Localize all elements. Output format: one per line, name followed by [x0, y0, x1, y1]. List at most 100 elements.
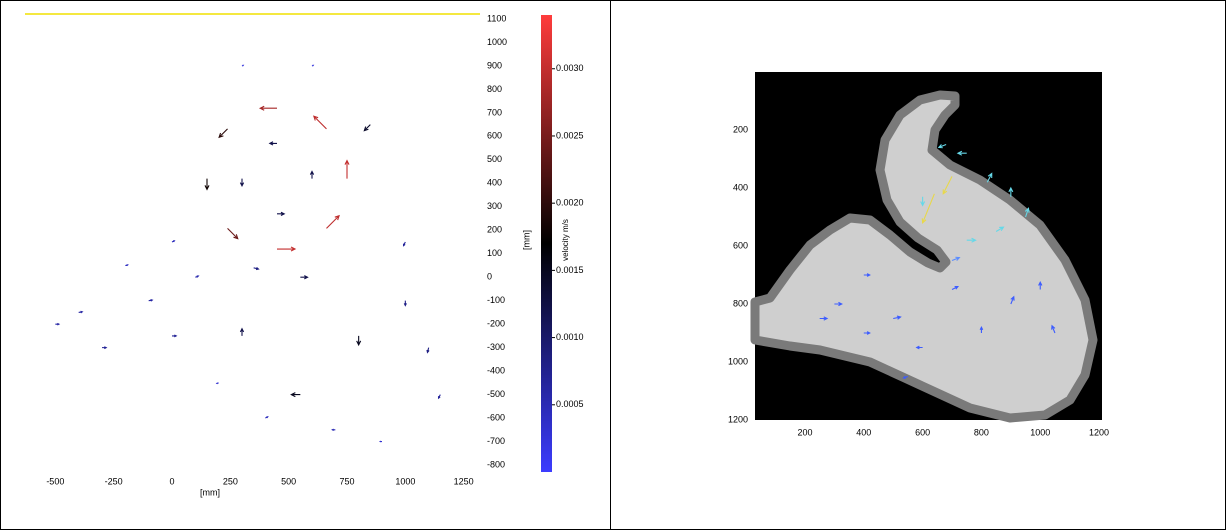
- vector-arrow: [125, 264, 129, 267]
- y-tick-label: 1200: [728, 414, 748, 424]
- vector-arrow: [227, 227, 239, 240]
- vector-arrow: [378, 440, 382, 443]
- x-axis-label: [mm]: [200, 487, 220, 497]
- colorbar: [541, 15, 552, 472]
- vector-arrow: [55, 322, 61, 326]
- y-tick-label: 1000: [487, 37, 507, 47]
- vector-arrow: [309, 170, 315, 179]
- vector-arrow: [951, 286, 960, 290]
- vector-arrow: [1008, 186, 1014, 197]
- x-tick-label: 1000: [395, 476, 415, 486]
- y-tick-label: 400: [487, 178, 502, 188]
- y-tick-label: -500: [487, 389, 505, 399]
- vector-arrow: [1051, 324, 1056, 334]
- vector-arrow: [239, 178, 245, 188]
- y-tick-label: -300: [487, 342, 505, 352]
- vector-arrow: [148, 299, 154, 302]
- colorbar-tick-label: 0.0025: [556, 130, 584, 140]
- x-tick-label: 500: [281, 476, 296, 486]
- x-tick-label: 0: [169, 476, 174, 486]
- colorbar-label: velocity m/s: [561, 219, 570, 261]
- vector-arrow: [902, 375, 909, 379]
- y-tick-label: -800: [487, 459, 505, 469]
- x-tick-label: 800: [974, 427, 989, 437]
- y-tick-label: -100: [487, 295, 505, 305]
- vector-arrow: [819, 316, 829, 321]
- vector-arrow: [312, 115, 327, 130]
- x-tick-label: 1200: [1089, 427, 1109, 437]
- y-tick-label: -200: [487, 319, 505, 329]
- y-tick-label: 800: [487, 84, 502, 94]
- vector-arrow: [951, 256, 961, 262]
- colorbar-tick-label: 0.0010: [556, 332, 584, 342]
- y-tick-label: 800: [733, 298, 748, 308]
- vector-arrow: [986, 172, 993, 183]
- vector-arrow: [942, 176, 953, 195]
- vector-arrow: [265, 416, 269, 419]
- y-tick-label: -700: [487, 436, 505, 446]
- y-tick-label: 600: [487, 131, 502, 141]
- vector-arrow: [863, 331, 871, 335]
- y-tick-label: 0: [487, 272, 492, 282]
- vector-arrow: [937, 143, 947, 149]
- vector-arrow: [956, 150, 967, 156]
- vector-arrow: [102, 346, 108, 350]
- colorbar-tick-label: 0.0015: [556, 265, 584, 275]
- y-tick-label: 200: [487, 225, 502, 235]
- vector-arrow: [258, 105, 277, 111]
- y-tick-label: 1000: [728, 356, 748, 366]
- vector-arrow: [921, 193, 935, 224]
- vector-arrow: [253, 266, 260, 271]
- vector-arrow: [311, 64, 315, 67]
- y-tick-label: -400: [487, 365, 505, 375]
- vector-arrow: [344, 159, 350, 179]
- x-tick-label: 400: [856, 427, 871, 437]
- vector-arrow: [268, 141, 277, 146]
- vector-arrow: [172, 334, 178, 338]
- x-tick-label: -250: [105, 476, 123, 486]
- vector-arrow: [402, 241, 406, 247]
- colorbar-tick-label: 0.0020: [556, 198, 584, 208]
- vector-arrow: [1024, 207, 1030, 218]
- x-tick-label: 1000: [1030, 427, 1050, 437]
- vector-arrow: [915, 345, 923, 350]
- vector-arrow: [171, 240, 176, 243]
- x-tick-label: 250: [223, 476, 238, 486]
- vector-arrow: [893, 315, 902, 320]
- vector-arrow: [1010, 295, 1015, 305]
- x-tick-label: -500: [46, 476, 64, 486]
- y-tick-label: -600: [487, 412, 505, 422]
- y-tick-label: 900: [487, 60, 502, 70]
- vector-arrow: [920, 196, 926, 207]
- vector-arrow: [215, 382, 219, 385]
- vector-arrow: [277, 211, 286, 216]
- vector-arrow: [426, 347, 430, 354]
- vector-arrow: [204, 178, 210, 191]
- cavity-shape: [750, 90, 1098, 423]
- y-tick-label: 600: [733, 240, 748, 250]
- vector-arrow: [331, 428, 336, 431]
- y-tick-label: 100: [487, 248, 502, 258]
- vector-arrow: [218, 128, 228, 139]
- vector-arrow: [966, 237, 977, 243]
- x-tick-label: 600: [915, 427, 930, 437]
- vector-arrow: [363, 124, 371, 132]
- x-tick-label: 750: [339, 476, 354, 486]
- vector-arrow: [979, 325, 984, 333]
- y-tick-label: 700: [487, 107, 502, 117]
- vector-arrow: [356, 335, 362, 347]
- y-tick-label: 200: [733, 124, 748, 134]
- vector-arrow: [300, 275, 309, 280]
- colorbar-tick-label: 0.0030: [556, 63, 584, 73]
- vector-arrow: [863, 273, 871, 277]
- vector-arrow: [277, 246, 297, 252]
- vector-arrow: [239, 327, 245, 336]
- vector-arrow: [1038, 281, 1043, 290]
- vector-arrow: [834, 301, 843, 307]
- vector-arrow: [326, 214, 340, 229]
- x-tick-label: 200: [797, 427, 812, 437]
- colorbar-tick-label: 0.0005: [556, 399, 584, 409]
- vector-arrow: [403, 300, 407, 307]
